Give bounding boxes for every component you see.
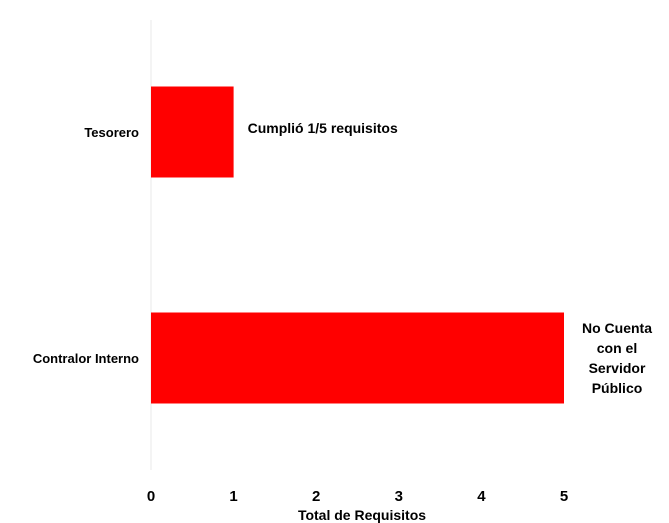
x-tick-label: 1 <box>229 488 237 505</box>
x-axis-title: Total de Requisitos <box>298 507 426 523</box>
x-tick-label: 4 <box>477 488 486 505</box>
category-label: Contralor Interno <box>33 351 139 366</box>
x-tick-label: 3 <box>395 488 403 505</box>
bar-tesorero <box>151 86 234 178</box>
bar-annotation-line: con el <box>597 340 637 356</box>
category-label: Tesorero <box>84 125 139 140</box>
bar-annotation-line: No Cuenta <box>582 320 652 336</box>
x-tick-label: 2 <box>312 488 320 505</box>
bar-annotation: Cumplió 1/5 requisitos <box>248 120 398 136</box>
bar-contralor-interno <box>151 312 564 404</box>
bar-annotation-line: Servidor <box>589 360 646 376</box>
x-tick-label: 0 <box>147 488 155 505</box>
bar-annotation-line: Público <box>592 380 643 396</box>
x-tick-label: 5 <box>560 488 568 505</box>
